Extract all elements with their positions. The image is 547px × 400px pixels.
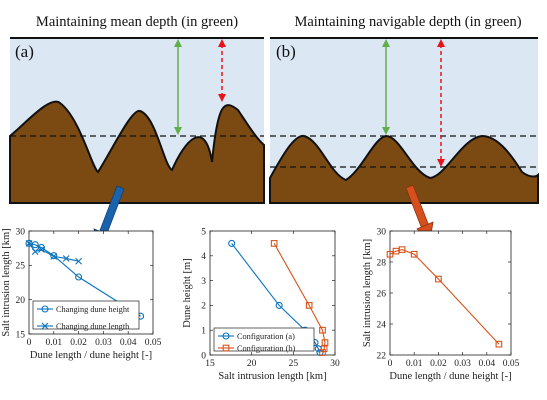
x-axis-label: Dune length / dune height [-]: [389, 371, 511, 382]
legend-marker: [222, 344, 230, 352]
panel-b-label: (b): [276, 42, 296, 61]
series-line-0: [389, 249, 500, 345]
x-tick-label: 0.02: [70, 338, 87, 348]
data-point-1: [25, 239, 33, 247]
data-point-1: [31, 248, 39, 255]
panel-b-green-arrow-head-bottom: [382, 127, 390, 135]
y-tick-label: 30: [377, 227, 387, 237]
y-tick-label: 4: [201, 252, 206, 262]
data-point-0: [37, 243, 45, 252]
y-axis-label: Dune height [m]: [182, 258, 193, 327]
y-tick-label: 5: [201, 227, 206, 237]
y-tick-label: 22: [377, 351, 387, 361]
x-axis-label: Dune length / dune height [-]: [30, 350, 152, 361]
chart-salt-intrusion-vs-ratio-b: 0 0.01 0.02 0.03 0.04 0.05 22 24 26 28 30 Dune leng…: [362, 227, 520, 382]
y-tick-label: 25: [16, 262, 26, 272]
data-point-1: [320, 345, 328, 353]
legend: [32, 300, 140, 330]
x-tick-label: 0: [388, 359, 393, 369]
legend-label: Changing dune length: [56, 322, 130, 331]
panel-a-green-arrow-head-bottom: [174, 127, 182, 135]
panel-b-title: Maintaining navigable depth (in green): [294, 14, 521, 30]
chart-dune-height-vs-salt-intrusion: 15 20 25 30 0 1 2 3 4 5 Salt intrusion length [km]…: [182, 227, 340, 382]
panel-a-red-arrow-head-top: [218, 39, 226, 47]
legend-marker: [222, 332, 230, 340]
y-tick-label: 1: [201, 327, 206, 337]
panel-a-label: (a): [15, 42, 34, 61]
y-axis-label: Salt intrusion length [km]: [362, 239, 373, 347]
panel-a-red-arrow-head-bottom: [218, 94, 226, 102]
data-point-1: [270, 240, 278, 247]
x-tick-label: 0.03: [95, 338, 112, 348]
panel-a-green-arrow-head-top: [174, 39, 182, 47]
data-point-1: [75, 257, 82, 265]
panel-a-title: Maintaining mean depth (in green): [36, 14, 238, 30]
y-axis-label: Salt intrusion length [km]: [1, 228, 12, 336]
schematic-panel-b: Maintaining navigable depth (in green) (…: [269, 14, 539, 204]
legend-marker: [41, 322, 49, 330]
panel-b-dunes: [269, 134, 539, 204]
data-point-1: [62, 255, 70, 262]
panel-a-dunes: [9, 100, 265, 204]
data-point-0: [50, 252, 58, 260]
x-tick-label: 20: [247, 359, 257, 369]
data-point-1: [319, 349, 326, 356]
data-point-0: [410, 250, 418, 258]
data-point-0: [31, 241, 39, 249]
x-tick-label: 0.02: [430, 359, 447, 369]
legend-marker: [41, 305, 49, 313]
x-tick-label: 0.04: [478, 359, 495, 369]
x-tick-label: 0.03: [454, 359, 471, 369]
data-point-1: [50, 253, 58, 260]
x-tick-label: 0.01: [45, 338, 62, 348]
data-point-0: [228, 239, 236, 247]
data-point-1: [321, 339, 329, 346]
data-point-1: [319, 326, 326, 334]
y-tick-label: 3: [201, 277, 206, 287]
data-point-0: [75, 273, 83, 281]
x-tick-label: 0.05: [145, 338, 162, 348]
y-tick-label: 26: [377, 289, 387, 299]
data-point-0: [275, 301, 283, 309]
x-tick-label: 30: [330, 359, 340, 369]
data-point-0: [435, 275, 442, 283]
panel-b-green-arrow-head-top: [382, 39, 390, 47]
plot-area: [389, 230, 512, 356]
y-tick-label: 2: [201, 302, 206, 312]
chart-salt-intrusion-vs-ratio-a: 0 0.01 0.02 0.03 0.04 0.05 15 20 25 30 Dune length…: [1, 227, 162, 361]
data-point-1: [38, 246, 45, 253]
legend: [213, 327, 315, 352]
x-axis-label: Salt intrusion length [km]: [218, 371, 326, 382]
x-tick-label: 0.01: [406, 359, 423, 369]
data-point-0: [398, 246, 406, 253]
y-tick-label: 30: [16, 227, 26, 237]
y-tick-label: 24: [377, 320, 387, 330]
x-tick-label: 15: [205, 359, 215, 369]
series-line-0: [28, 242, 141, 317]
panel-b-red-arrow-head-bottom: [437, 159, 445, 167]
y-tick-label: 20: [16, 296, 26, 306]
x-tick-label: 0: [27, 338, 32, 348]
legend-label: Changing dune height: [56, 305, 130, 314]
y-tick-label: 15: [16, 330, 26, 340]
legend-label: Configuration (a): [237, 332, 295, 341]
data-point-1: [305, 302, 313, 309]
x-tick-label: 0.04: [120, 338, 137, 348]
x-tick-label: 25: [289, 359, 299, 369]
panel-b-red-arrow-head-top: [437, 39, 445, 47]
y-tick-label: 0: [201, 351, 206, 361]
y-tick-label: 28: [377, 258, 387, 268]
x-tick-label: 0.05: [503, 359, 520, 369]
data-point-0: [495, 340, 503, 348]
legend-label: Configuration (b): [237, 344, 296, 353]
schematic-panel-a: Maintaining mean depth (in green) (a): [9, 14, 265, 204]
